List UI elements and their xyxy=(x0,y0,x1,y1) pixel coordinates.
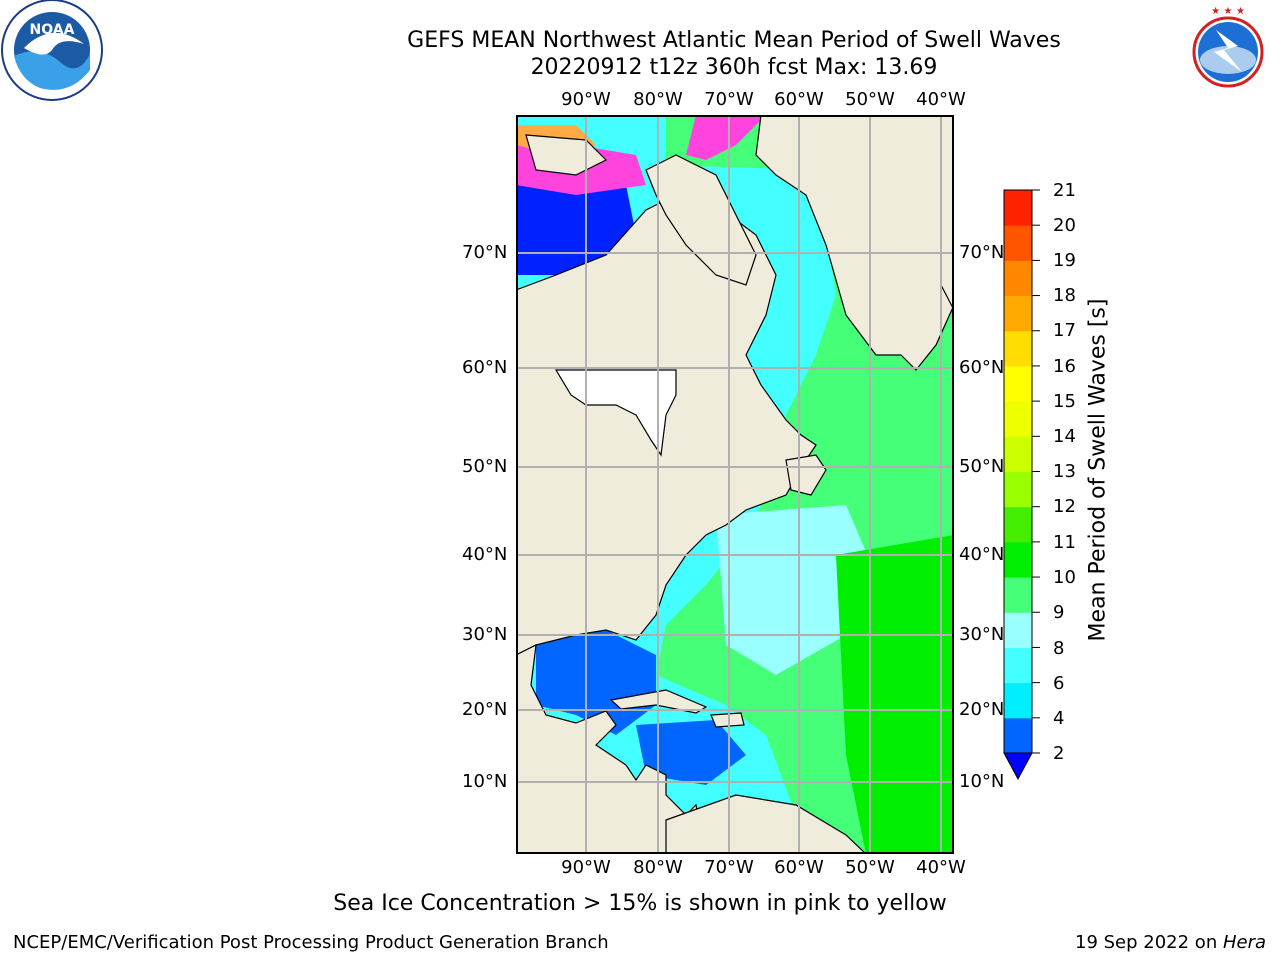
lat-label-right-10n: 10°N xyxy=(959,771,1005,792)
map-title: GEFS MEAN Northwest Atlantic Mean Period… xyxy=(407,28,1061,53)
colorbar-tick-6: 6 xyxy=(1053,673,1065,694)
colorbar-tick-11: 11 xyxy=(1053,532,1076,553)
colorbar-segment-4-6 xyxy=(1004,682,1032,719)
period-field-9-10s-east xyxy=(836,535,954,854)
swell-period-map xyxy=(516,115,954,854)
colorbar-segment-15-16 xyxy=(1004,365,1032,402)
colorbar-tick-20: 20 xyxy=(1053,215,1076,236)
lon-label-bottom-50w: 50°W xyxy=(845,857,895,878)
colorbar-tick-21: 21 xyxy=(1053,180,1076,201)
lat-label-left-60n: 60°N xyxy=(462,357,508,378)
footer-machine: Hera xyxy=(1222,932,1266,953)
lon-label-bottom-80w: 80°W xyxy=(633,857,683,878)
colorbar-segment-19-20 xyxy=(1004,225,1032,261)
lon-label-bottom-60w: 60°W xyxy=(774,857,824,878)
colorbar-segment-6-8 xyxy=(1004,647,1032,684)
noaa-logo-text: NOAA xyxy=(30,22,75,38)
svg-text:★ ★ ★: ★ ★ ★ xyxy=(1211,6,1245,17)
footer-branch: NCEP/EMC/Verification Post Processing Pr… xyxy=(13,932,609,953)
map-frame xyxy=(516,115,954,854)
colorbar-segment-11-12 xyxy=(1004,506,1032,543)
colorbar-title: Mean Period of Swell Waves [s] xyxy=(1085,298,1111,642)
colorbar xyxy=(1003,189,1040,781)
lon-label-bottom-40w: 40°W xyxy=(916,857,966,878)
colorbar-segment-9-10 xyxy=(1004,577,1032,613)
colorbar-tick-13: 13 xyxy=(1053,461,1076,482)
nws-logo: ★ ★ ★ xyxy=(1178,2,1278,102)
footer-date: 19 Sep 2022 on Hera xyxy=(1075,932,1266,953)
colorbar-tick-10: 10 xyxy=(1053,567,1076,588)
colorbar-tick-19: 19 xyxy=(1053,250,1076,271)
lat-label-left-70n: 70°N xyxy=(462,242,508,263)
lon-label-bottom-90w: 90°W xyxy=(561,857,611,878)
colorbar-segment-14-15 xyxy=(1004,401,1032,437)
lat-label-right-30n: 30°N xyxy=(959,624,1005,645)
lon-label-top-80w: 80°W xyxy=(633,89,683,110)
colorbar-tick-17: 17 xyxy=(1053,320,1076,341)
colorbar-tick-2: 2 xyxy=(1053,743,1065,764)
lat-label-right-40n: 40°N xyxy=(959,544,1005,565)
colorbar-tick-8: 8 xyxy=(1053,638,1065,659)
period-field-2-4s-caribbean xyxy=(636,720,746,785)
footer-date-text: 19 Sep 2022 on xyxy=(1075,932,1223,953)
colorbar-segment-12-13 xyxy=(1004,471,1032,508)
land-hispaniola xyxy=(710,712,745,728)
lat-label-right-50n: 50°N xyxy=(959,456,1005,477)
colorbar-tick-4: 4 xyxy=(1053,708,1065,729)
colorbar-tick-12: 12 xyxy=(1053,496,1076,517)
colorbar-tick-9: 9 xyxy=(1053,602,1065,623)
colorbar-segment-20-21 xyxy=(1004,190,1032,226)
noaa-logo-icon: NOAA xyxy=(1,0,103,101)
sea-ice-note: Sea Ice Concentration > 15% is shown in … xyxy=(333,891,947,916)
map-subtitle: 20220912 t12z 360h fcst Max: 13.69 xyxy=(530,55,938,80)
colorbar-segment-10-11 xyxy=(1004,541,1032,578)
colorbar-tick-15: 15 xyxy=(1053,391,1076,412)
colorbar-segment-13-14 xyxy=(1004,436,1032,472)
lon-label-top-40w: 40°W xyxy=(916,89,966,110)
lat-label-left-50n: 50°N xyxy=(462,456,508,477)
lat-label-right-20n: 20°N xyxy=(959,699,1005,720)
period-field-8-9s xyxy=(716,505,876,675)
land-south-america xyxy=(665,794,867,854)
nws-logo-icon: ★ ★ ★ xyxy=(1178,2,1278,102)
colorbar-segment-8-9 xyxy=(1004,612,1032,648)
colorbar-extend-triangle xyxy=(1003,752,1033,781)
colorbar-tick-16: 16 xyxy=(1053,356,1076,377)
lon-label-top-90w: 90°W xyxy=(561,89,611,110)
graticule xyxy=(516,115,954,854)
lon-label-top-50w: 50°W xyxy=(845,89,895,110)
noaa-logo: NOAA xyxy=(1,0,103,101)
lon-label-top-70w: 70°W xyxy=(704,89,754,110)
lat-label-left-40n: 40°N xyxy=(462,544,508,565)
lon-label-bottom-70w: 70°W xyxy=(704,857,754,878)
colorbar-segment-2-4 xyxy=(1004,717,1032,754)
lat-label-left-20n: 20°N xyxy=(462,699,508,720)
colorbar-segment-17-18 xyxy=(1004,295,1032,332)
colorbar-tick-14: 14 xyxy=(1053,426,1076,447)
colorbar-segment-18-19 xyxy=(1004,260,1032,297)
lat-label-right-70n: 70°N xyxy=(959,242,1005,263)
lon-label-top-60w: 60°W xyxy=(774,89,824,110)
colorbar-segment-16-17 xyxy=(1004,330,1032,367)
land-greenland xyxy=(755,115,954,371)
period-field-2s-arctic xyxy=(516,175,636,275)
lat-label-right-60n: 60°N xyxy=(959,357,1005,378)
colorbar-tick-18: 18 xyxy=(1053,285,1076,306)
sea-ice-pink-north xyxy=(686,115,766,160)
lat-label-left-30n: 30°N xyxy=(462,624,508,645)
lat-label-left-10n: 10°N xyxy=(462,771,508,792)
land-newfoundland xyxy=(785,454,827,496)
